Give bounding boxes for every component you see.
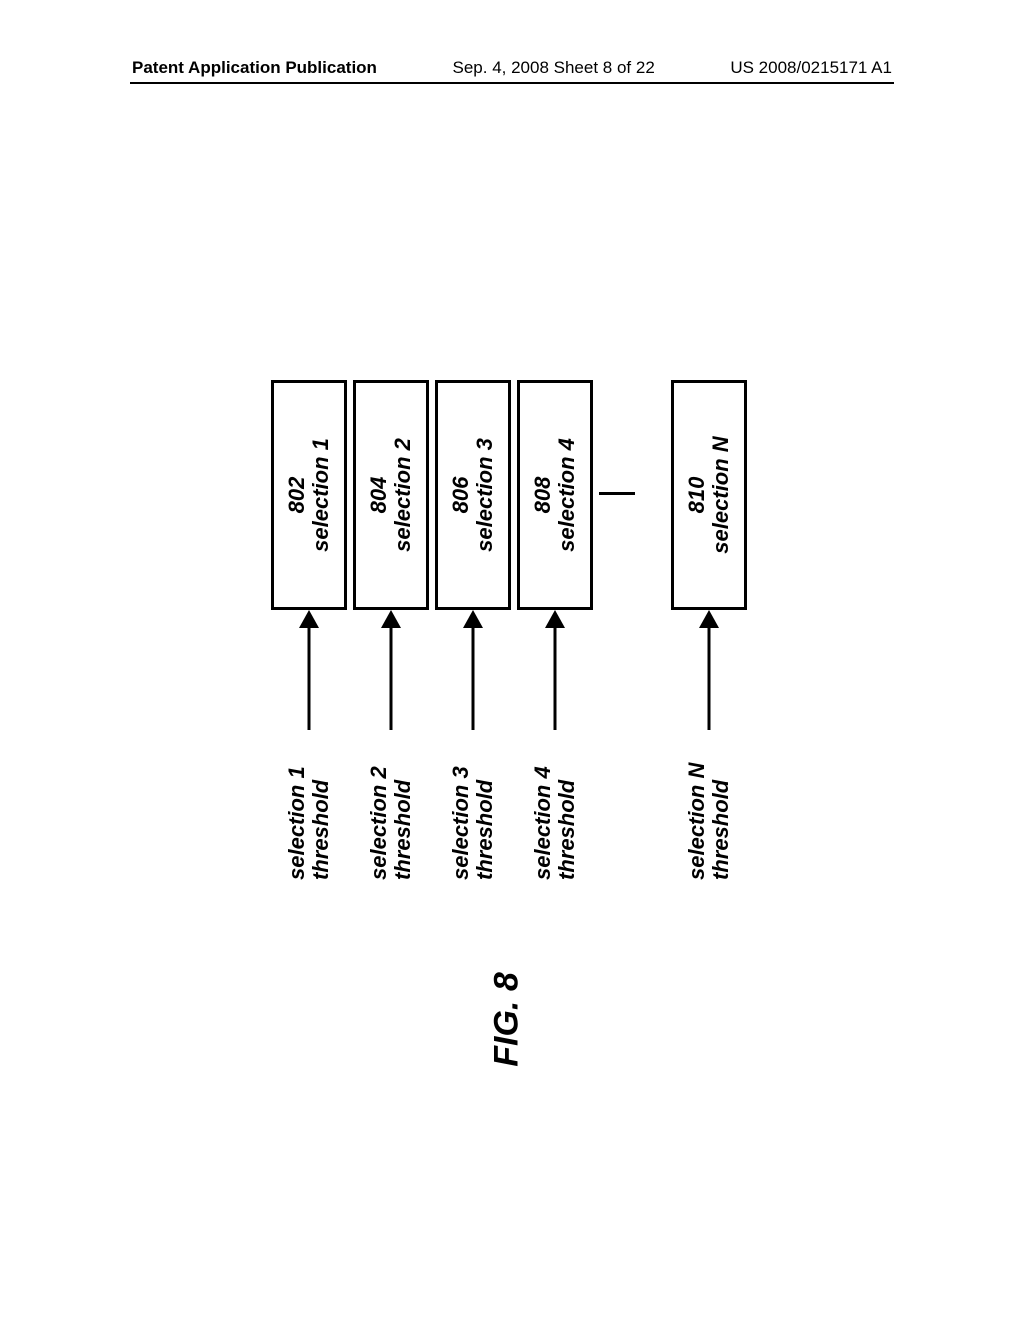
header-mid: Sep. 4, 2008 Sheet 8 of 22 [453,58,655,78]
threshold-label: selection 3 threshold [449,730,497,880]
threshold-label: selection 1 threshold [285,730,333,880]
selection-box: 806 selection 3 [435,380,511,610]
threshold-line2: threshold [554,780,579,880]
arrow-icon [356,610,426,730]
arrow-icon [520,610,590,730]
threshold-line1: selection 2 [366,766,391,880]
selection-box: 804 selection 2 [353,380,429,610]
arrow-icon [438,610,508,730]
threshold-line1: selection 3 [448,766,473,880]
box-id: 802 [285,477,309,514]
header-right: US 2008/0215171 A1 [730,58,892,78]
threshold-line1: selection 4 [530,766,555,880]
figure-8-diagram: selection 1 threshold 802 selection 1 se… [271,320,753,880]
box-label: selection 3 [473,438,497,552]
threshold-line2: threshold [308,780,333,880]
header-rule [130,82,894,84]
arrow-icon [274,610,344,730]
threshold-line1: selection N [684,763,709,880]
ellipsis-connector [599,380,635,880]
box-id: 804 [367,477,391,514]
page-header: Patent Application Publication Sep. 4, 2… [0,58,1024,78]
selection-box: 810 selection N [671,380,747,610]
box-id: 806 [449,477,473,514]
arrow-icon [674,610,744,730]
header-left: Patent Application Publication [132,58,377,78]
threshold-line1: selection 1 [284,766,309,880]
box-id: 810 [685,477,709,514]
diagram-row: selection N threshold 810 selection N [671,320,747,880]
box-id: 808 [531,477,555,514]
diagram-row: selection 1 threshold 802 selection 1 [271,320,347,880]
box-label: selection 1 [309,438,333,552]
selection-box: 808 selection 4 [517,380,593,610]
figure-label: FIG. 8 [488,972,527,1066]
selection-box: 802 selection 1 [271,380,347,610]
box-label: selection 2 [391,438,415,552]
diagram-row: selection 2 threshold 804 selection 2 [353,320,429,880]
threshold-label: selection 4 threshold [531,730,579,880]
threshold-line2: threshold [472,780,497,880]
threshold-label: selection N threshold [685,730,733,880]
diagram-row: selection 3 threshold 806 selection 3 [435,320,511,880]
threshold-line2: threshold [708,780,733,880]
threshold-line2: threshold [390,780,415,880]
box-label: selection N [709,436,733,553]
box-label: selection 4 [555,438,579,552]
diagram-row: selection 4 threshold 808 selection 4 [517,320,593,880]
threshold-label: selection 2 threshold [367,730,415,880]
